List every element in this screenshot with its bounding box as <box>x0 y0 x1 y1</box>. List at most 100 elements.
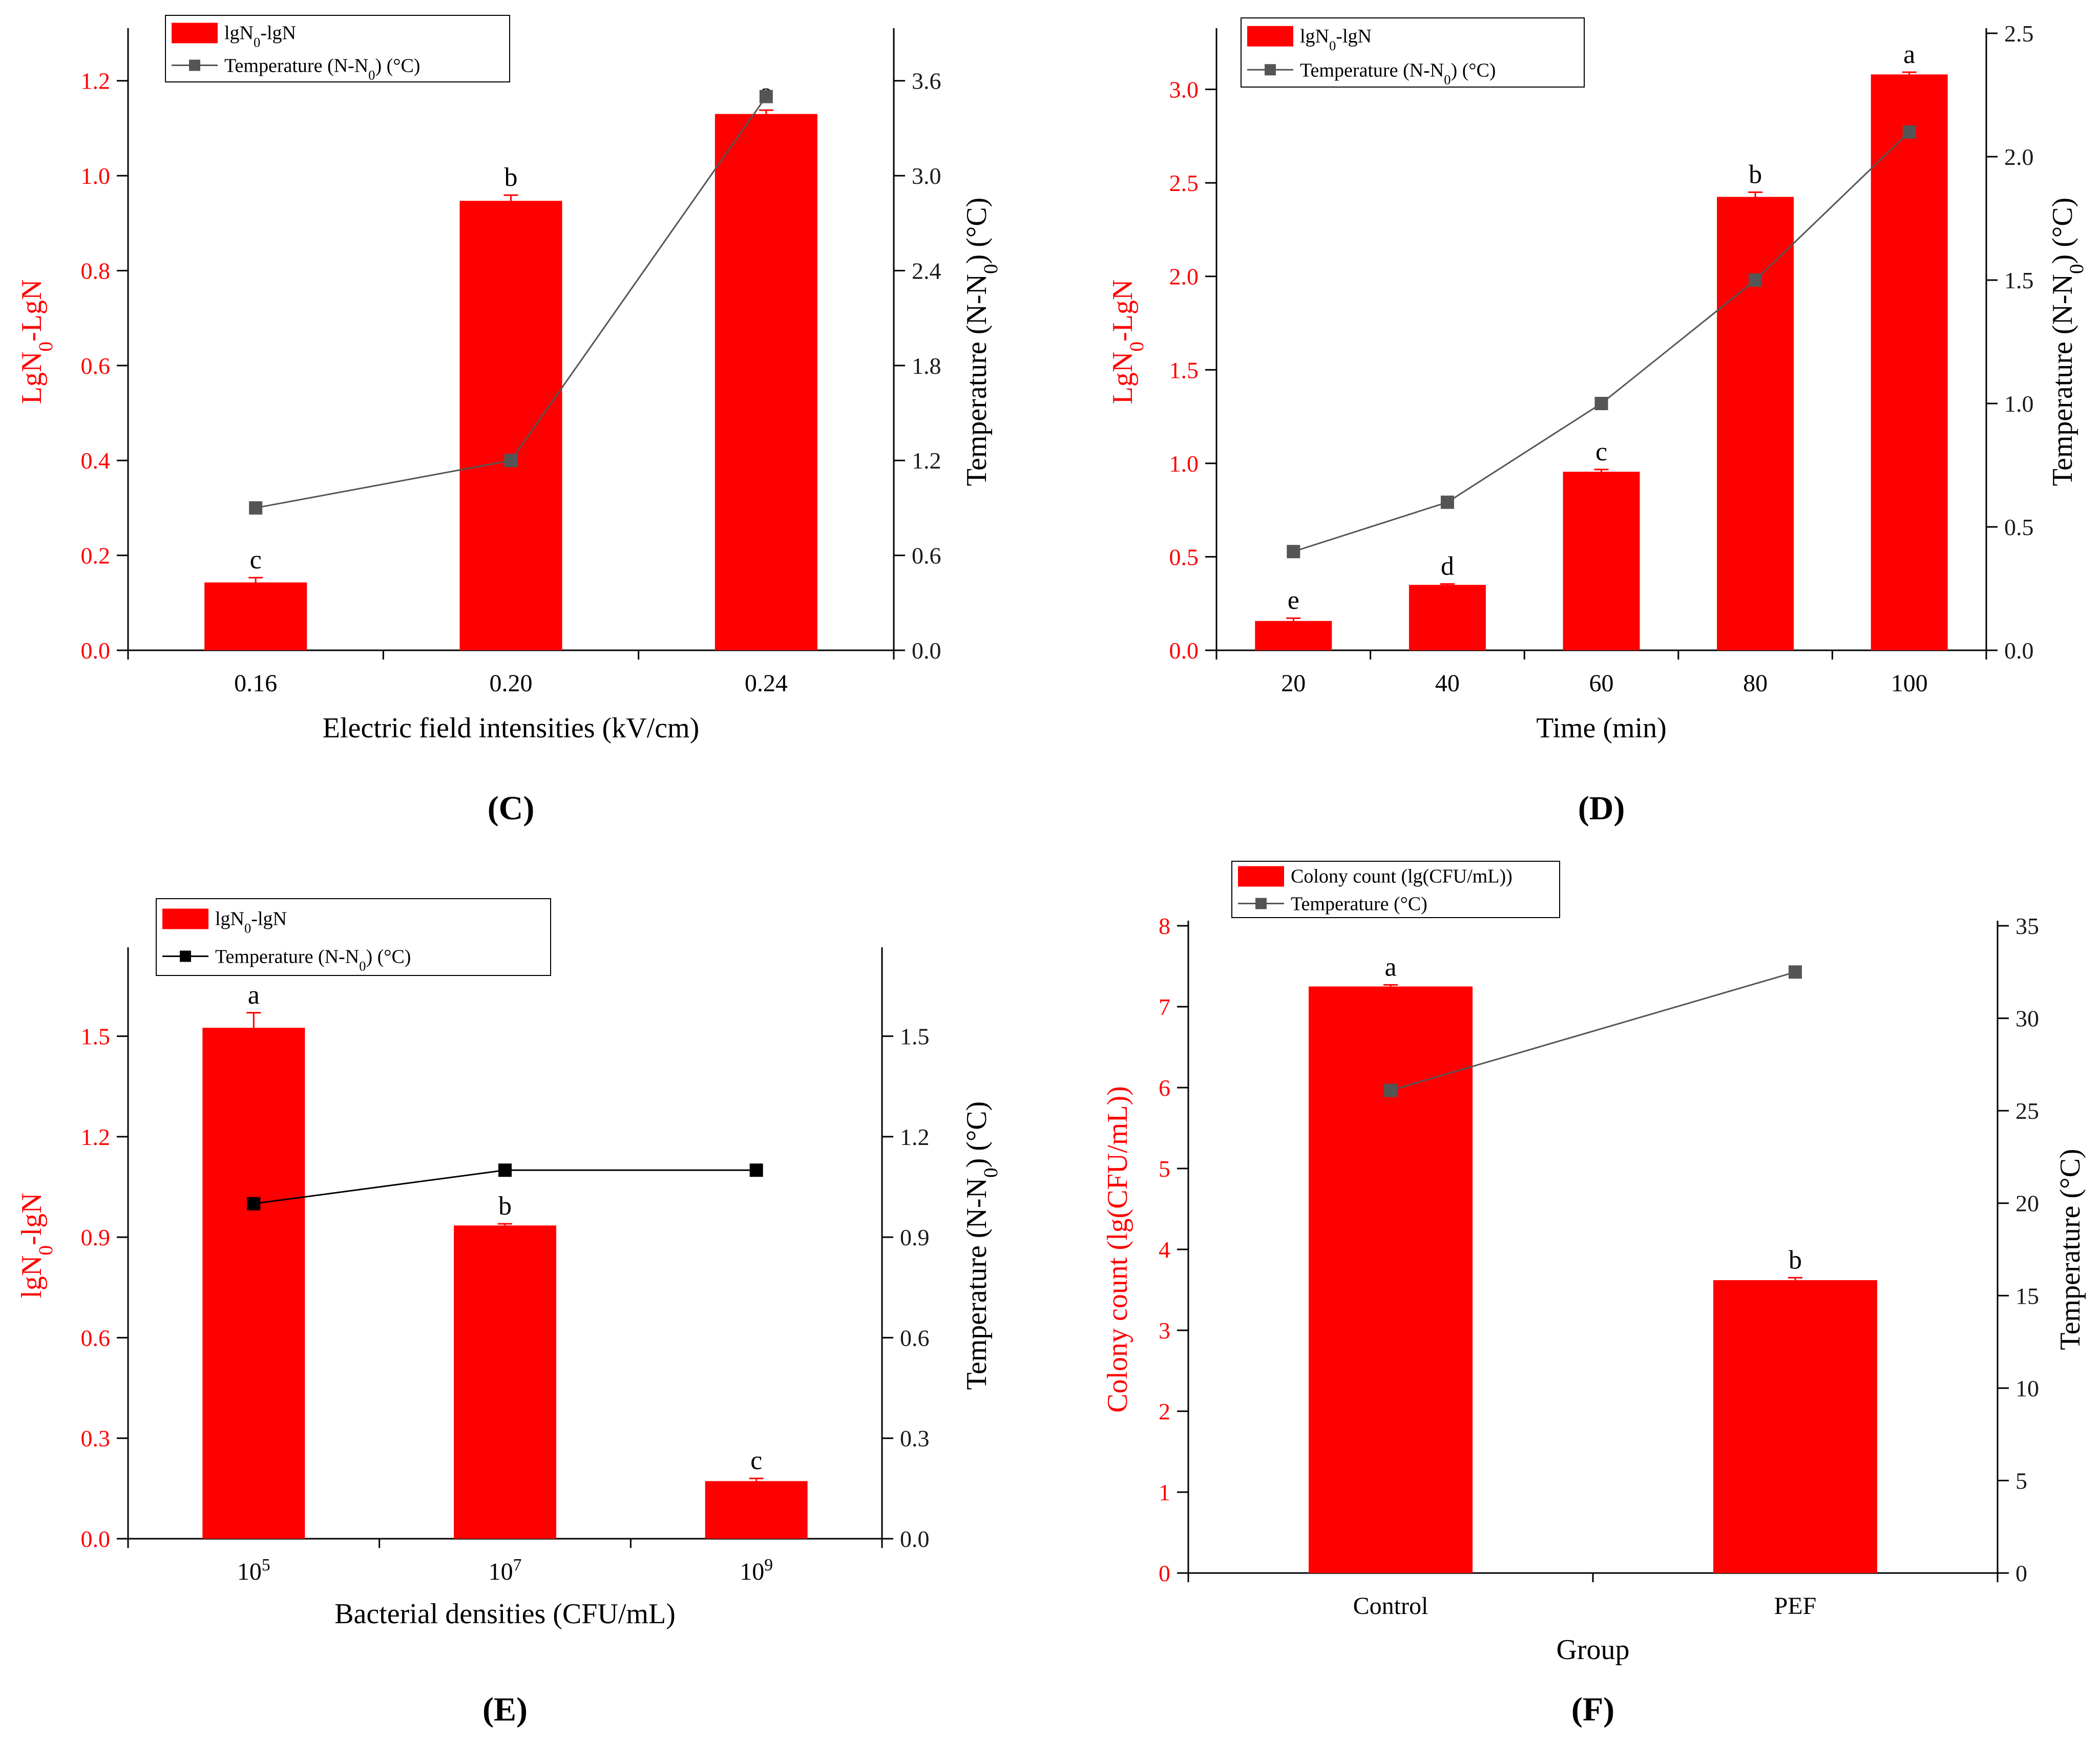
legend-swatch-bar <box>1238 866 1284 887</box>
bar <box>1409 585 1486 650</box>
right-tick-label: 0.9 <box>900 1224 930 1250</box>
left-tick-label: 3 <box>1159 1318 1170 1344</box>
left-tick-label: 0.4 <box>81 448 111 474</box>
left-tick-label: 2 <box>1159 1398 1170 1425</box>
legend: lgN0-lgN Temperature (N-N0) (°C) <box>1241 17 1585 88</box>
left-tick-label: 0.8 <box>81 258 111 284</box>
right-tick-label: 1.5 <box>2004 267 2034 293</box>
temperature-point <box>1749 273 1762 287</box>
bar <box>1713 1280 1877 1573</box>
panel-label: (F) <box>1571 1691 1614 1728</box>
left-tick-label: 0.0 <box>81 1526 111 1552</box>
significance-letter: e <box>1288 586 1299 615</box>
legend-swatch-marker <box>180 950 191 962</box>
legend-swatch-marker <box>189 59 200 71</box>
chart-panel-f: 0 1 2 3 4 5 6 7 8 0 5 10 15 20 25 30 35 a Control b PEF Group… <box>1102 861 2086 1728</box>
temperature-point <box>1594 397 1608 410</box>
temperature-point <box>759 90 773 103</box>
legend-label-bar: lgN0-lgN <box>1300 26 1372 53</box>
legend-label-bar: lgN0-lgN <box>224 23 296 50</box>
significance-letter: d <box>1441 551 1454 581</box>
legend: lgN0-lgN Temperature (N-N0) (°C) <box>156 898 551 976</box>
right-tick-label: 25 <box>2015 1098 2039 1124</box>
right-tick-label: 2.5 <box>2004 20 2034 47</box>
chart-panel-c: 0.0 0.2 0.4 0.6 0.8 1.0 1.2 0.0 0.6 1.2 1.8 2.4 3.0 3… <box>16 15 1002 827</box>
x-tick-label: 60 <box>1589 670 1614 697</box>
significance-letter: c <box>250 545 262 575</box>
right-tick-label: 5 <box>2015 1468 2027 1494</box>
left-tick-label: 1 <box>1159 1479 1170 1505</box>
x-tick-label: 20 <box>1281 670 1306 697</box>
right-tick-label: 1.8 <box>912 353 941 379</box>
temperature-point <box>749 1163 763 1177</box>
significance-letter: a <box>248 981 260 1010</box>
significance-letter: c <box>1595 437 1607 466</box>
y2-axis-title: Temperature (N-N0) (°C) <box>2047 198 2088 486</box>
x-axis-title: Group <box>1556 1634 1629 1666</box>
left-tick-label: 0.6 <box>81 1325 111 1351</box>
significance-letter: b <box>505 163 518 192</box>
temperature-point <box>1287 545 1300 559</box>
right-tick-label: 2.0 <box>2004 144 2034 170</box>
x-tick-label: 0.24 <box>745 670 788 697</box>
x-tick-label: 0.20 <box>490 670 533 697</box>
legend-label-line: Temperature (N-N0) (°C) <box>215 946 411 974</box>
x-tick-label: 0.16 <box>234 670 277 697</box>
panel-label: (D) <box>1578 790 1625 827</box>
bar <box>705 1481 808 1539</box>
left-tick-label: 2.0 <box>1169 264 1199 290</box>
temperature-point <box>498 1163 512 1177</box>
bar <box>1309 986 1473 1573</box>
significance-letter: b <box>1789 1245 1802 1275</box>
temperature-point <box>1789 965 1802 979</box>
legend-swatch-bar <box>172 23 218 44</box>
right-tick-label: 0.0 <box>900 1526 930 1552</box>
right-tick-label: 1.5 <box>900 1024 930 1050</box>
left-tick-label: 4 <box>1159 1237 1170 1263</box>
left-tick-label: 1.0 <box>1169 451 1199 477</box>
right-tick-label: 30 <box>2015 1006 2039 1032</box>
legend-label-line: Temperature (N-N0) (°C) <box>224 55 420 83</box>
y2-axis-title: Temperature (N-N0) (°C) <box>961 198 1002 486</box>
left-tick-label: 0 <box>1159 1560 1170 1586</box>
bar <box>202 1028 305 1539</box>
bar <box>204 582 307 650</box>
x-tick-label: 40 <box>1435 670 1460 697</box>
left-tick-label: 3.0 <box>1169 77 1199 103</box>
significance-letter: a <box>1903 40 1915 69</box>
left-tick-label: 8 <box>1159 913 1170 939</box>
legend-swatch-bar <box>162 908 208 929</box>
bar <box>1255 621 1332 650</box>
left-tick-label: 0.6 <box>81 353 111 379</box>
bar <box>1563 472 1640 650</box>
right-tick-label: 1.0 <box>2004 391 2034 417</box>
y-axis-title: Colony count (lg(CFU/mL)) <box>1102 1086 1133 1413</box>
right-tick-label: 2.4 <box>912 258 941 284</box>
right-tick-label: 0.6 <box>912 543 941 569</box>
legend-swatch-bar <box>1247 26 1293 47</box>
y2-axis-title: Temperature (N-N0) (°C) <box>961 1101 1002 1390</box>
left-tick-label: 0.0 <box>1169 638 1199 664</box>
x-tick-label: 80 <box>1743 670 1768 697</box>
x-axis-title: Bacterial densities (CFU/mL) <box>334 1598 676 1630</box>
x-tick-label: Control <box>1353 1592 1429 1620</box>
temperature-point <box>247 1197 261 1210</box>
significance-letter: b <box>1749 160 1762 189</box>
temperature-point <box>504 454 518 468</box>
x-tick-label: 100 <box>1891 670 1928 697</box>
right-tick-label: 10 <box>2015 1375 2039 1401</box>
legend-label-bar: Colony count (lg(CFU/mL)) <box>1291 866 1513 887</box>
panel-label: (C) <box>488 790 535 827</box>
temperature-line <box>1390 971 1796 1091</box>
left-tick-label: 0.9 <box>81 1224 111 1250</box>
x-axis-title: Electric field intensities (kV/cm) <box>323 712 700 744</box>
left-tick-label: 1.5 <box>81 1024 111 1050</box>
left-tick-label: 1.2 <box>81 68 111 94</box>
right-tick-label: 0 <box>2015 1560 2027 1586</box>
x-tick-label: PEF <box>1774 1592 1817 1620</box>
y2-axis-title: Temperature (°C) <box>2054 1149 2086 1350</box>
x-tick-label: 105 <box>237 1556 270 1586</box>
right-tick-label: 3.6 <box>912 68 941 94</box>
right-tick-label: 3.0 <box>912 163 941 189</box>
